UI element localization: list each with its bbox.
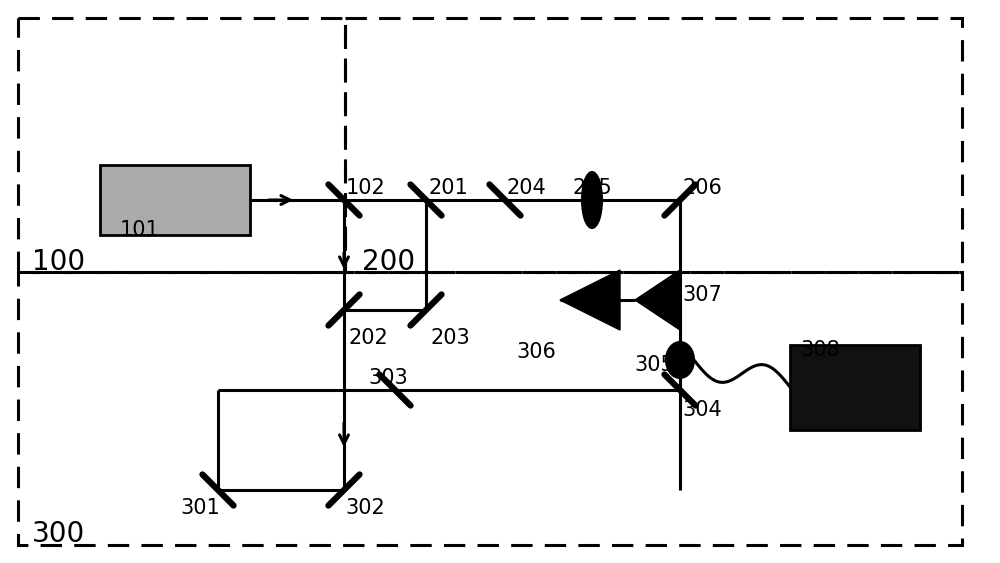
Text: 205: 205	[572, 178, 612, 198]
Bar	[345, 18, 962, 272]
Text: 101: 101	[120, 220, 160, 240]
Text: 300: 300	[32, 520, 85, 548]
Text: 307: 307	[682, 285, 722, 305]
Text: 304: 304	[682, 400, 722, 420]
Polygon shape	[635, 270, 680, 330]
Text: 200: 200	[362, 248, 415, 276]
Bar	[18, 272, 962, 545]
Text: 206: 206	[682, 178, 722, 198]
Text: 302: 302	[345, 498, 385, 518]
Text: 203: 203	[430, 328, 470, 348]
Ellipse shape	[666, 342, 694, 378]
Bar	[18, 18, 345, 272]
Text: 303: 303	[368, 368, 408, 388]
Ellipse shape	[582, 172, 602, 228]
Bar	[100, 165, 250, 235]
Polygon shape	[560, 270, 620, 330]
Text: 301: 301	[180, 498, 220, 518]
Text: 202: 202	[348, 328, 388, 348]
Text: 100: 100	[32, 248, 85, 276]
Text: 308: 308	[800, 340, 840, 360]
Text: 204: 204	[506, 178, 546, 198]
Bar	[790, 345, 920, 430]
Text: 201: 201	[428, 178, 468, 198]
Text: 306: 306	[516, 342, 556, 362]
Text: 102: 102	[346, 178, 386, 198]
Text: 305: 305	[634, 355, 674, 375]
